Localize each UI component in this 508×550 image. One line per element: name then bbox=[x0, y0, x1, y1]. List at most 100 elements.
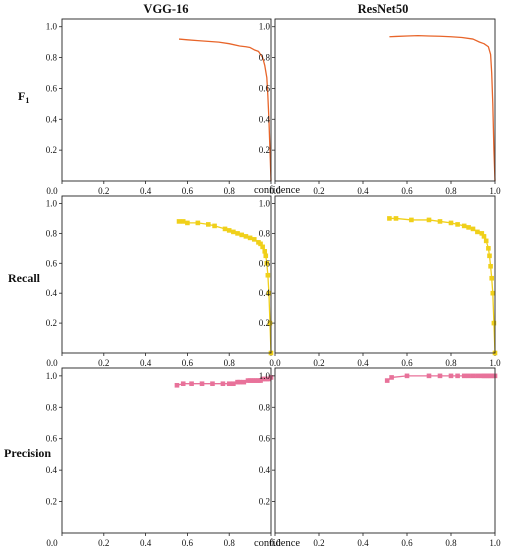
axes-frame-precision-vgg16 bbox=[61, 367, 272, 534]
x-tick-label-recall-resnet50-2: 0.4 bbox=[357, 358, 369, 368]
data-point-recall-vgg16-12 bbox=[247, 235, 253, 241]
panel-recall-vgg16: 0.2 0.4 0.6 0.8 1.0 0.0 0.2 0.4 0.6 0.8 bbox=[46, 195, 274, 368]
y-tick-label-recall-resnet50-2: 0.6 bbox=[259, 258, 271, 268]
data-point-precision-resnet50-4 bbox=[437, 373, 443, 379]
data-point-recall-vgg16-19 bbox=[264, 260, 270, 266]
x-tick-label-precision-vgg16-4: 0.8 bbox=[224, 538, 236, 548]
y-tick-label-recall-resnet50-4: 1.0 bbox=[259, 198, 271, 208]
data-point-precision-vgg16-10 bbox=[241, 379, 247, 385]
data-point-recall-resnet50-16 bbox=[488, 263, 493, 269]
data-point-precision-resnet50-10 bbox=[475, 373, 480, 379]
data-point-recall-vgg16-16 bbox=[260, 244, 265, 250]
y-tick-label-precision-resnet50-0: 0.2 bbox=[259, 497, 270, 507]
y-tick-label-recall-vgg16-2: 0.6 bbox=[46, 258, 58, 268]
data-point-recall-resnet50-13 bbox=[483, 238, 489, 244]
data-point-recall-resnet50-11 bbox=[479, 231, 485, 236]
y-tick-label-recall-vgg16-4: 1.0 bbox=[46, 198, 58, 208]
panel-precision-vgg16: 0.2 0.4 0.6 0.8 1.0 0.0 0.2 0.4 0.6 0.8 bbox=[46, 367, 274, 548]
x-tick-label-f1-resnet50-1: 0.2 bbox=[313, 186, 324, 196]
data-point-recall-vgg16-3 bbox=[195, 220, 201, 226]
x-tick-label-precision-resnet50-3: 0.6 bbox=[401, 538, 413, 548]
data-point-precision-vgg16-6 bbox=[226, 381, 232, 387]
data-point-recall-vgg16-18 bbox=[263, 253, 269, 259]
y-tick-label-recall-resnet50-3: 0.8 bbox=[259, 228, 271, 238]
x-tick-label-precision-vgg16-0: 0.0 bbox=[46, 538, 58, 548]
axes-frame-precision-resnet50 bbox=[274, 367, 496, 534]
column-title-resnet50: ResNet50 bbox=[358, 2, 409, 16]
axes-frame-recall-vgg16 bbox=[61, 195, 272, 354]
data-point-recall-resnet50-7 bbox=[461, 223, 467, 229]
x-tick-label-precision-resnet50-5: 1.0 bbox=[489, 538, 501, 548]
data-point-recall-resnet50-2 bbox=[409, 217, 414, 223]
data-point-recall-resnet50-17 bbox=[489, 275, 494, 281]
row-label-precision: Precision bbox=[4, 446, 51, 460]
y-tick-label-recall-vgg16-1: 0.4 bbox=[46, 288, 58, 298]
data-point-precision-vgg16-7 bbox=[231, 381, 236, 387]
data-point-recall-vgg16-11 bbox=[243, 234, 249, 239]
y-tick-label-f1-resnet50-2: 0.6 bbox=[259, 83, 271, 93]
data-point-recall-resnet50-8 bbox=[466, 225, 471, 230]
y-tick-label-recall-resnet50-0: 0.2 bbox=[259, 318, 270, 328]
series-line-f1-resnet50 bbox=[389, 35, 496, 182]
y-tick-label-recall-vgg16-3: 0.8 bbox=[46, 228, 58, 238]
y-tick-label-precision-vgg16-2: 0.6 bbox=[46, 434, 58, 444]
y-tick-label-f1-vgg16-2: 0.6 bbox=[46, 83, 58, 93]
y-tick-label-precision-vgg16-3: 0.8 bbox=[46, 402, 58, 412]
data-point-recall-resnet50-5 bbox=[448, 220, 454, 226]
data-point-precision-resnet50-5 bbox=[448, 373, 454, 379]
data-point-recall-resnet50-6 bbox=[455, 222, 460, 227]
y-tick-label-precision-resnet50-4: 1.0 bbox=[259, 371, 271, 381]
data-point-recall-vgg16-20 bbox=[265, 272, 271, 278]
x-tick-label-f1-resnet50-3: 0.6 bbox=[401, 186, 413, 196]
data-point-precision-resnet50-1 bbox=[389, 375, 394, 380]
x-tick-label-f1-vgg16-1: 0.2 bbox=[98, 186, 109, 196]
y-tick-label-precision-resnet50-1: 0.4 bbox=[259, 465, 271, 475]
data-point-recall-vgg16-6 bbox=[222, 226, 228, 232]
data-point-precision-vgg16-2 bbox=[189, 381, 194, 387]
data-point-recall-vgg16-9 bbox=[235, 231, 240, 236]
y-tick-label-f1-resnet50-0: 0.2 bbox=[259, 145, 270, 155]
data-point-precision-resnet50-6 bbox=[455, 373, 460, 379]
data-point-recall-vgg16-15 bbox=[258, 241, 263, 247]
x-tick-label-recall-resnet50-0: 0.0 bbox=[269, 358, 281, 368]
y-tick-label-precision-vgg16-1: 0.4 bbox=[46, 465, 58, 475]
axes-frame-f1-vgg16 bbox=[61, 18, 272, 182]
x-tick-label-f1-resnet50-2: 0.4 bbox=[357, 186, 369, 196]
x-tick-label-recall-resnet50-5: 1.0 bbox=[489, 358, 501, 368]
data-point-precision-vgg16-4 bbox=[210, 381, 215, 387]
data-point-recall-vgg16-2 bbox=[185, 220, 190, 226]
x-tick-label-recall-vgg16-4: 0.8 bbox=[224, 358, 236, 368]
data-point-recall-vgg16-5 bbox=[212, 223, 217, 229]
data-point-recall-resnet50-4 bbox=[437, 219, 443, 224]
y-tick-label-recall-resnet50-1: 0.4 bbox=[259, 288, 271, 298]
y-tick-label-f1-vgg16-4: 1.0 bbox=[46, 22, 58, 32]
series-line-recall-resnet50 bbox=[389, 217, 496, 354]
data-point-recall-vgg16-8 bbox=[231, 229, 236, 235]
data-point-recall-vgg16-21 bbox=[266, 290, 272, 296]
data-point-recall-resnet50-1 bbox=[393, 216, 399, 221]
y-tick-label-f1-resnet50-4: 1.0 bbox=[259, 22, 271, 32]
row-label-recall: Recall bbox=[8, 271, 41, 285]
x-tick-label-recall-resnet50-1: 0.2 bbox=[313, 358, 324, 368]
y-tick-label-precision-vgg16-4: 1.0 bbox=[46, 371, 58, 381]
data-point-recall-vgg16-13 bbox=[251, 237, 257, 242]
x-tick-label-f1-vgg16-0: 0.0 bbox=[46, 186, 58, 196]
y-tick-label-recall-vgg16-0: 0.2 bbox=[46, 318, 57, 328]
data-point-precision-vgg16-5 bbox=[220, 381, 226, 387]
x-tick-label-f1-resnet50-5: 1.0 bbox=[489, 186, 501, 196]
data-point-precision-resnet50-7 bbox=[461, 373, 467, 379]
data-point-recall-vgg16-22 bbox=[267, 320, 273, 326]
data-point-precision-vgg16-1 bbox=[180, 381, 186, 387]
axes-frame-f1-resnet50 bbox=[274, 18, 496, 182]
data-point-precision-vgg16-0 bbox=[174, 382, 180, 388]
row-label-f1-main: F bbox=[18, 89, 25, 103]
x-tick-label-precision-resnet50-4: 0.8 bbox=[445, 538, 457, 548]
data-point-recall-resnet50-18 bbox=[490, 290, 496, 296]
x-tick-label-f1-resnet50-4: 0.8 bbox=[445, 186, 457, 196]
panel-recall-resnet50: 0.2 0.4 0.6 0.8 1.0 0.0 0.2 0.4 0.6 0.8 1.0 bbox=[259, 195, 501, 368]
data-point-recall-resnet50-19 bbox=[491, 320, 497, 326]
data-point-recall-resnet50-14 bbox=[486, 246, 491, 251]
y-tick-label-f1-resnet50-1: 0.4 bbox=[259, 114, 271, 124]
data-point-recall-resnet50-10 bbox=[475, 229, 480, 235]
